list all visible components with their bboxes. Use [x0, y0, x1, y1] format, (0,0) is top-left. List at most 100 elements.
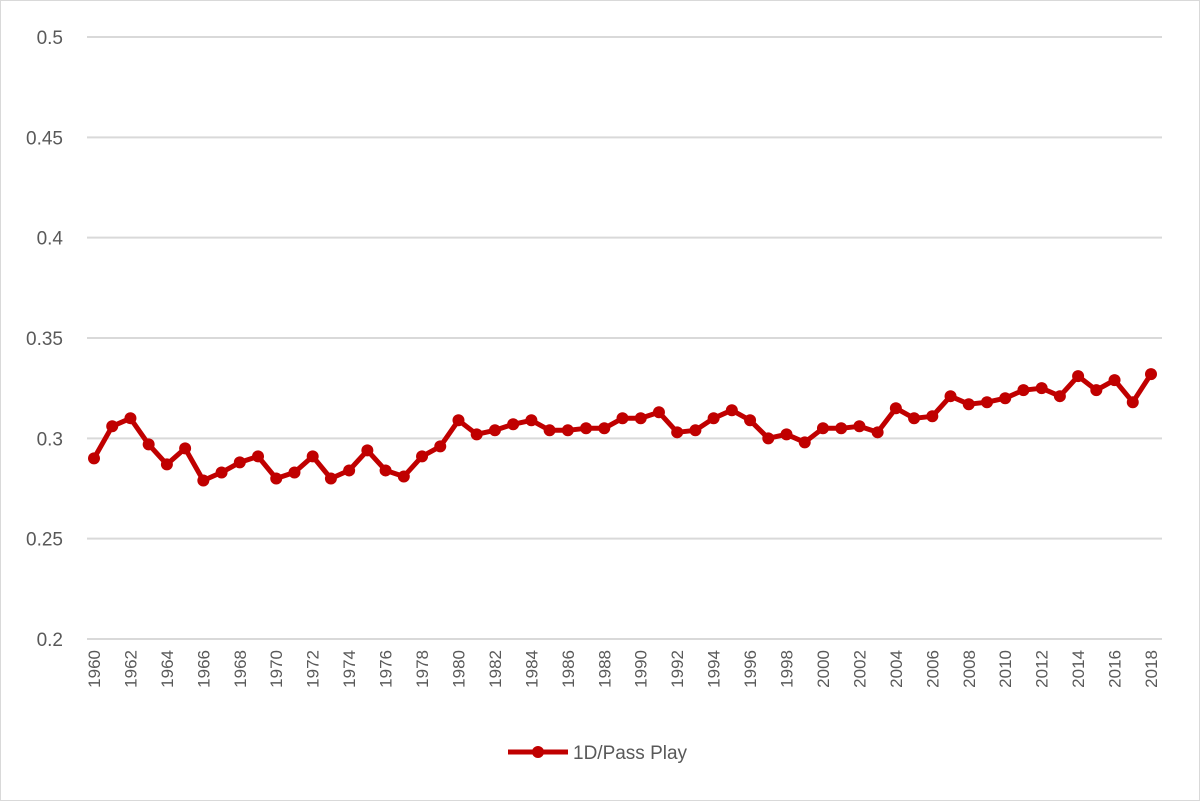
x-tick-label: 1994 [705, 650, 724, 688]
data-point [707, 412, 720, 425]
data-point [798, 436, 811, 449]
data-point [379, 464, 392, 477]
data-point [1017, 384, 1030, 397]
x-tick-label: 1974 [340, 650, 359, 688]
data-point [926, 410, 939, 423]
x-tick-label: 2014 [1069, 650, 1088, 688]
data-point [980, 396, 993, 409]
data-point [744, 414, 757, 427]
data-point [416, 450, 429, 463]
gridlines [87, 36, 1162, 640]
data-point [361, 444, 374, 457]
x-tick-label: 1988 [595, 650, 614, 688]
data-point [543, 424, 556, 437]
data-point [853, 420, 866, 433]
x-tick-label: 1980 [449, 650, 468, 688]
data-point [762, 432, 775, 445]
data-point [780, 428, 793, 441]
data-point [889, 402, 902, 415]
data-point [634, 412, 647, 425]
data-point [343, 464, 356, 477]
x-tick-label: 1998 [778, 650, 797, 688]
x-tick-label: 1970 [267, 650, 286, 688]
x-tick-label: 1964 [158, 650, 177, 688]
data-point [1090, 384, 1103, 397]
data-point [488, 424, 501, 437]
series-line [91, 371, 1154, 483]
x-tick-label: 1976 [377, 650, 396, 688]
x-axis-ticks: 1960 1962 1964 1966 1968 1970 1972 1974 1976 1978… [85, 650, 1161, 688]
x-tick-label: 1978 [413, 650, 432, 688]
x-tick-label: 1984 [522, 650, 541, 688]
data-point [106, 420, 119, 433]
x-tick-label: 1962 [121, 650, 140, 688]
data-point [215, 466, 228, 479]
x-tick-label: 1968 [231, 650, 250, 688]
y-tick-label: 0.3 [37, 429, 63, 450]
data-point [962, 398, 975, 411]
x-tick-label: 1992 [668, 650, 687, 688]
data-point [1108, 374, 1121, 387]
data-point [270, 472, 283, 485]
y-axis-ticks: 0.2 0.25 0.3 0.35 0.4 0.45 0.5 [26, 28, 63, 651]
data-point [306, 450, 319, 463]
x-tick-label: 2008 [960, 650, 979, 688]
data-point [142, 438, 155, 451]
data-point [1072, 370, 1085, 383]
y-tick-label: 0.4 [37, 229, 64, 250]
legend: 1D/Pass Play [508, 743, 688, 764]
data-point [652, 406, 665, 419]
x-tick-label: 1986 [559, 650, 578, 688]
x-tick-label: 2004 [887, 650, 906, 688]
data-point [944, 390, 957, 403]
x-tick-label: 1990 [632, 650, 651, 688]
data-point [525, 414, 538, 427]
y-tick-label: 0.2 [37, 630, 63, 651]
data-point [689, 424, 702, 437]
y-tick-label: 0.25 [26, 530, 63, 551]
x-tick-label: 2018 [1142, 650, 1161, 688]
data-point [598, 422, 611, 435]
data-point [434, 440, 447, 453]
x-tick-label: 2016 [1106, 650, 1125, 688]
data-point [288, 466, 301, 479]
data-point [197, 474, 210, 487]
x-tick-label: 2012 [1033, 650, 1052, 688]
data-point [233, 456, 246, 469]
data-point [816, 422, 829, 435]
x-tick-label: 1996 [741, 650, 760, 688]
legend-label: 1D/Pass Play [573, 743, 688, 764]
data-point [871, 426, 884, 439]
data-point [671, 426, 684, 439]
y-tick-label: 0.5 [37, 28, 63, 49]
data-point [324, 472, 337, 485]
series-group [88, 368, 1157, 487]
data-point [1145, 368, 1157, 381]
x-tick-label: 2002 [850, 650, 869, 688]
legend-marker [532, 746, 544, 758]
y-tick-label: 0.45 [26, 128, 63, 149]
data-point [908, 412, 921, 425]
data-point [160, 458, 173, 471]
x-tick-label: 1966 [194, 650, 213, 688]
x-tick-label: 1972 [304, 650, 323, 688]
data-point [1053, 390, 1066, 403]
data-point [999, 392, 1012, 405]
data-point [616, 412, 629, 425]
data-point [1035, 382, 1048, 395]
data-point [452, 414, 465, 427]
data-point [179, 442, 192, 455]
data-point [124, 412, 137, 425]
x-tick-label: 1960 [85, 650, 104, 688]
data-point [397, 470, 410, 483]
data-point [835, 422, 848, 435]
data-point [252, 450, 265, 463]
data-point [580, 422, 593, 435]
x-tick-label: 1982 [486, 650, 505, 688]
data-point [470, 428, 483, 441]
y-tick-label: 0.35 [26, 329, 63, 350]
x-tick-label: 2000 [814, 650, 833, 688]
data-point [507, 418, 520, 431]
data-point [1126, 396, 1139, 409]
